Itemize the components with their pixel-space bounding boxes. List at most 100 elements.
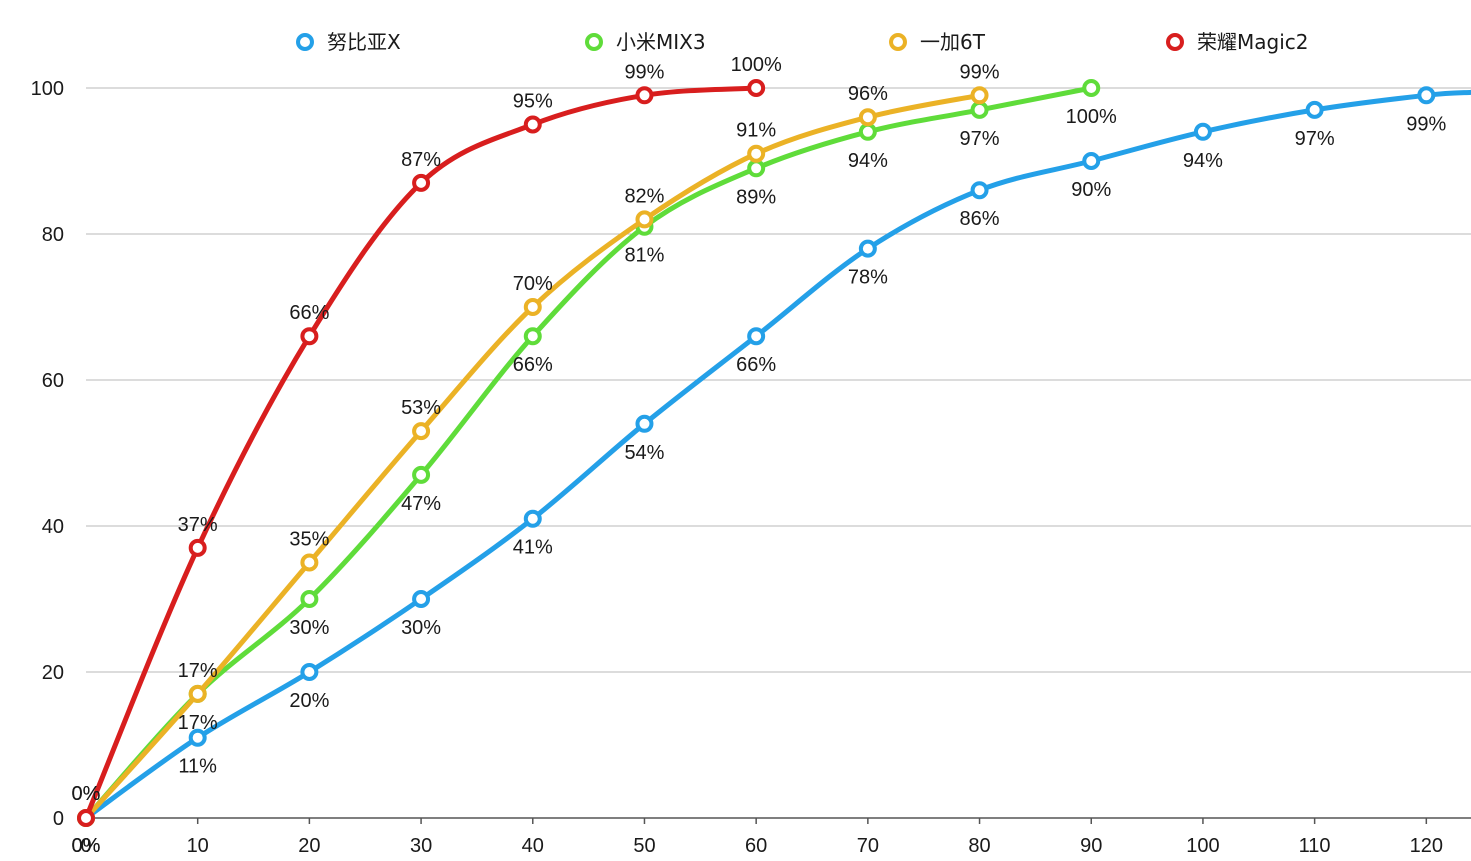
x-tick-label: 50 [633,835,655,857]
legend-item-1: 小米MIX3 [585,30,706,54]
data-label: 17% [178,712,218,734]
data-point [858,122,877,141]
x-axis-ticks: 0 10 20 30 40 50 60 70 80 90 100 110 120 [80,818,1443,857]
x-tick-label: 60 [745,835,767,857]
data-label: 90% [1071,179,1111,201]
x-tick-label: 110 [1299,835,1331,857]
data-point [635,210,654,229]
legend-item-3: 荣耀Magic2 [1166,30,1308,54]
data-label: 66% [736,354,776,376]
data-label: 54% [624,442,664,464]
data-point [747,159,766,178]
x-tick-label: 100 [1186,835,1219,857]
series-line [83,85,1094,821]
legend-label: 荣耀Magic2 [1197,30,1308,54]
data-point [412,465,431,484]
legend-label: 努比亚X [327,30,401,54]
data-label: 47% [401,493,441,515]
data-label: 87% [401,149,441,171]
data-label: 99% [1406,113,1446,135]
data-point [523,509,542,528]
y-axis-ticks: 0 20 40 60 80 100 [31,78,64,830]
series-1 [77,79,1101,827]
data-label: 99% [624,61,664,83]
data-label: 30% [289,617,329,639]
data-point [970,86,989,105]
data-point [188,538,207,557]
x-tick-label: 30 [410,835,432,857]
data-point [1417,86,1436,105]
data-point [635,86,654,105]
data-label: 81% [624,245,664,267]
data-label: 66% [513,354,553,376]
data-label: 66% [289,302,329,324]
data-point [300,327,319,346]
data-label: 0% [72,783,101,805]
x-tick-label: 80 [968,835,990,857]
data-point [970,181,989,200]
legend-marker [889,33,907,51]
data-label: 30% [401,617,441,639]
data-point [300,553,319,572]
data-label: 97% [960,128,1000,150]
y-tick-label: 40 [42,516,64,538]
series-3 [77,79,766,827]
data-label: 95% [513,91,553,113]
data-label: 37% [178,514,218,536]
grid-lines [86,87,1471,819]
x-tick-label: 0 [80,835,91,857]
data-point [188,684,207,703]
data-label: 17% [178,660,218,682]
data-label: 41% [513,537,553,559]
data-point [858,108,877,127]
data-point [635,414,654,433]
legend-label: 小米MIX3 [616,30,706,54]
data-point [77,809,95,827]
y-tick-label: 80 [42,224,64,246]
data-label: 97% [1295,128,1335,150]
data-label: 82% [624,185,664,207]
data-point [1305,100,1324,119]
data-point [523,298,542,316]
x-tick-label: 120 [1410,835,1443,857]
data-point [188,728,207,747]
data-label: 89% [736,186,776,208]
data-label: 70% [513,273,553,295]
data-label: 99% [960,61,1000,83]
data-label: 0% [72,783,101,805]
legend-item-2: 一加6T [889,30,986,54]
data-point [523,327,542,346]
x-tick-label: 90 [1080,835,1102,857]
data-label: 35% [289,529,329,551]
legend: 努比亚X 小米MIX3 一加6T 荣耀Magic2 [296,30,1308,54]
data-point [1193,122,1212,141]
data-point [747,144,766,163]
data-point [1082,79,1101,97]
x-tick-label: 70 [857,835,879,857]
data-label: 20% [289,690,329,712]
data-label: 53% [401,397,441,419]
y-tick-label: 0 [53,808,64,830]
legend-marker [1166,33,1184,51]
data-point [300,663,319,681]
data-point [858,239,877,258]
legend-item-0: 努比亚X [296,30,401,54]
data-label: 91% [736,120,776,142]
data-label: 0% [72,835,101,857]
legend-label: 一加6T [920,30,986,54]
legend-marker [585,33,603,51]
data-label: 100% [1066,106,1117,128]
legend-marker [296,33,314,51]
data-point [412,422,431,441]
data-label: 94% [848,150,888,172]
data-label: 11% [178,756,217,778]
data-point [1082,152,1101,170]
data-labels: 0% 11% 20% 30% 41% 54% 66% 78% 86% 90% 94% 97% 99% 0%… [72,54,1447,857]
data-label: 0% [72,835,101,857]
data-label: 96% [848,83,888,105]
x-tick-label: 40 [522,835,544,857]
data-label: 78% [848,267,888,289]
data-point [747,79,766,97]
data-point [412,173,431,192]
